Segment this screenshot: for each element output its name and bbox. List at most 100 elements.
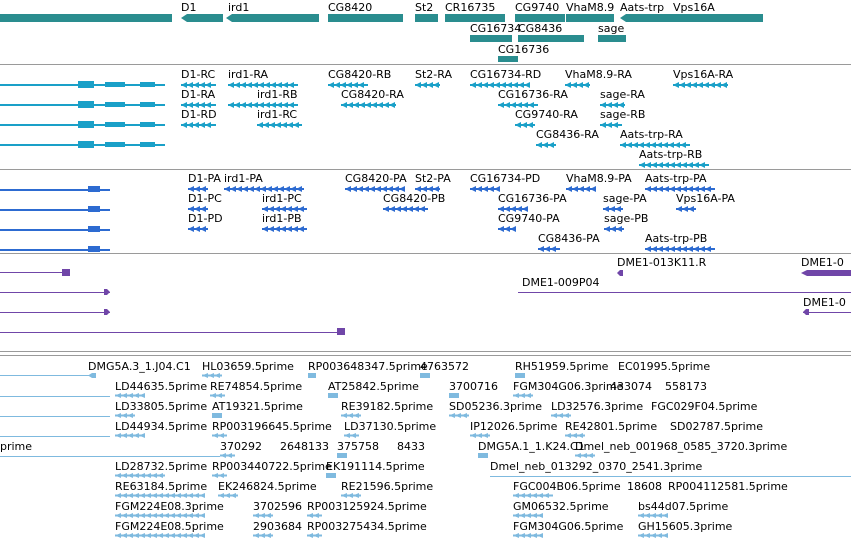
ests-label[interactable]: SD02787.5prime — [670, 420, 763, 433]
transcripts-b-feature[interactable] — [383, 206, 430, 214]
transcripts-a-label[interactable]: ird1-RA — [228, 68, 269, 81]
transcripts-b-feature[interactable] — [88, 186, 102, 194]
genes-feature[interactable] — [328, 14, 405, 24]
transcripts-b-label[interactable]: ird1-PB — [262, 212, 302, 225]
transcripts-b-feature[interactable] — [498, 206, 530, 214]
transcripts-b-label[interactable]: CG8420-PB — [383, 192, 446, 205]
ests-label[interactable]: DMG5A.3_1.J04.C1 — [88, 360, 191, 373]
transcripts-a-feature[interactable] — [78, 81, 96, 90]
transcripts-b-label[interactable]: D1-PC — [188, 192, 222, 205]
transcripts-a-feature[interactable] — [78, 141, 96, 150]
transcripts-b-feature[interactable] — [604, 226, 626, 234]
transcripts-a-feature[interactable] — [620, 142, 692, 150]
clones-feature[interactable] — [801, 270, 851, 278]
genes-label[interactable]: CG9740 — [515, 1, 560, 14]
ests-label[interactable]: FGM304G06.5prime — [513, 520, 624, 533]
ests-feature[interactable] — [575, 453, 597, 460]
transcripts-a-label[interactable]: ird1-RB — [257, 88, 298, 101]
clones-feature[interactable] — [803, 309, 811, 317]
clones-label[interactable]: DME1-0 — [803, 296, 846, 309]
transcripts-a-feature[interactable] — [515, 122, 537, 130]
ests-feature[interactable] — [307, 533, 324, 540]
genes-feature[interactable] — [181, 14, 225, 24]
ests-feature[interactable] — [253, 513, 275, 520]
ests-label[interactable]: RE63184.5prime — [115, 480, 208, 493]
transcripts-b-label[interactable]: ird1-PC — [262, 192, 302, 205]
genes-label[interactable]: Vps16A — [673, 1, 715, 14]
ests-feature[interactable] — [341, 413, 363, 420]
transcripts-b-label[interactable]: ird1-PA — [224, 172, 263, 185]
ests-feature[interactable] — [328, 393, 340, 400]
ests-label[interactable]: Dmel_neb_013292_0370_2541.3prime — [490, 460, 703, 473]
ests-feature[interactable] — [638, 533, 670, 540]
ests-feature[interactable] — [513, 513, 545, 520]
genes-label[interactable]: CG8436 — [518, 22, 563, 35]
transcripts-b-feature[interactable] — [345, 186, 407, 194]
transcripts-a-feature[interactable] — [181, 122, 218, 130]
transcripts-a-feature[interactable] — [105, 102, 127, 109]
genes-feature[interactable] — [515, 14, 567, 24]
ests-label[interactable]: RP004112581.5prime — [668, 480, 788, 493]
ests-feature[interactable] — [307, 513, 324, 520]
genes-label[interactable]: CR16735 — [445, 1, 496, 14]
ests-feature[interactable] — [513, 493, 555, 500]
transcripts-a-feature[interactable] — [341, 102, 398, 110]
genes-feature[interactable] — [0, 14, 174, 24]
transcripts-a-label[interactable]: CG8420-RA — [341, 88, 404, 101]
genes-label[interactable]: St2 — [415, 1, 434, 14]
transcripts-a-feature[interactable] — [140, 82, 157, 89]
transcripts-b-feature[interactable] — [188, 206, 210, 214]
ests-feature[interactable] — [478, 453, 490, 460]
ests-label[interactable]: RP003275434.5prime — [307, 520, 427, 533]
ests-label[interactable]: RE74854.5prime — [210, 380, 303, 393]
transcripts-a-feature[interactable] — [181, 82, 218, 90]
ests-label[interactable]: 375758 — [337, 440, 379, 453]
ests-label[interactable]: EK246824.5prime — [218, 480, 317, 493]
ests-feature[interactable] — [0, 375, 97, 378]
transcripts-b-label[interactable]: sage-PB — [604, 212, 649, 225]
ests-feature[interactable] — [253, 533, 275, 540]
ests-label[interactable]: IP12026.5prime — [470, 420, 558, 433]
transcripts-b-feature[interactable] — [0, 209, 112, 213]
clones-feature[interactable] — [337, 328, 347, 337]
ests-feature[interactable] — [115, 433, 147, 440]
transcripts-a-label[interactable]: Aats-trp-RA — [620, 128, 683, 141]
transcripts-a-label[interactable]: ird1-RC — [257, 108, 298, 121]
clones-feature[interactable] — [0, 332, 347, 335]
ests-label[interactable]: 2648133 — [280, 440, 329, 453]
genes-feature[interactable] — [415, 14, 440, 24]
ests-label[interactable]: AT25842.5prime — [328, 380, 419, 393]
ests-feature[interactable] — [308, 373, 318, 380]
transcripts-b-feature[interactable] — [538, 246, 562, 254]
ests-label[interactable]: 18608 — [627, 480, 662, 493]
transcripts-a-feature[interactable] — [415, 82, 442, 90]
transcripts-a-feature[interactable] — [228, 82, 300, 90]
ests-label[interactable]: RE42801.5prime — [565, 420, 658, 433]
transcripts-b-feature[interactable] — [262, 206, 309, 214]
ests-feature[interactable] — [515, 373, 527, 380]
ests-label[interactable]: RP003196645.5prime — [212, 420, 332, 433]
clones-feature[interactable] — [0, 272, 72, 275]
ests-feature[interactable] — [218, 493, 240, 500]
transcripts-b-feature[interactable] — [645, 186, 717, 194]
ests-feature[interactable] — [337, 453, 349, 460]
transcripts-b-feature[interactable] — [0, 249, 112, 253]
transcripts-a-label[interactable]: CG8420-RB — [328, 68, 392, 81]
ests-label[interactable]: AT19321.5prime — [212, 400, 303, 413]
transcripts-b-label[interactable]: D1-PD — [188, 212, 223, 225]
ests-label[interactable]: 433074 — [610, 380, 652, 393]
genes-feature[interactable] — [470, 35, 514, 44]
transcripts-b-feature[interactable] — [676, 206, 698, 214]
transcripts-a-feature[interactable] — [140, 142, 157, 149]
transcripts-b-feature[interactable] — [645, 246, 717, 254]
ests-feature[interactable] — [449, 413, 471, 420]
ests-feature[interactable] — [115, 393, 147, 400]
ests-feature[interactable] — [115, 473, 167, 480]
ests-feature[interactable] — [0, 416, 112, 419]
transcripts-b-feature[interactable] — [88, 226, 102, 234]
transcripts-a-feature[interactable] — [498, 102, 540, 110]
ests-label[interactable]: FGM224E08.5prime — [115, 520, 224, 533]
ests-label[interactable]: RE21596.5prime — [341, 480, 434, 493]
transcripts-a-label[interactable]: Aats-trp-RB — [639, 148, 703, 161]
clones-feature[interactable] — [0, 312, 112, 315]
